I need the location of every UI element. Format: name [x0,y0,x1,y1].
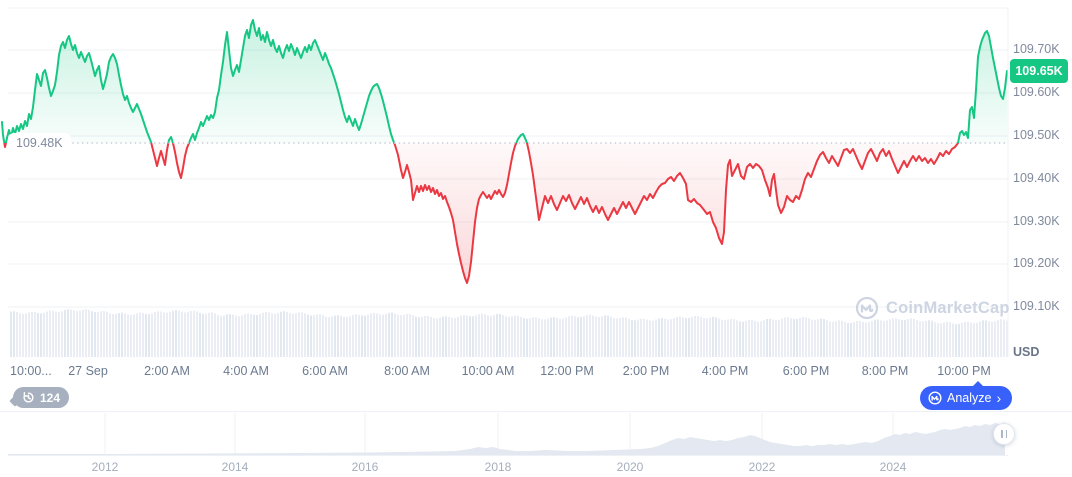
x-axis-label: 8:00 AM [384,364,430,378]
timeline-year-label: 2022 [748,460,776,474]
x-axis-label: 4:00 AM [223,364,269,378]
timeline-year-label: 2024 [879,460,907,474]
drag-handle-icon [1005,430,1007,438]
current-price-badge: 109.65K [1010,59,1068,83]
x-axis-label: 6:00 AM [302,364,348,378]
x-axis-label: 10:00 AM [461,364,515,378]
y-axis-label: 109.20K [1013,256,1060,270]
x-axis-label: 4:00 PM [701,364,749,378]
coinmarketcap-watermark: CoinMarketCap [855,296,1010,320]
coinmarketcap-logo-icon [928,391,942,405]
y-axis-label: 109.60K [1013,85,1060,99]
x-axis-label: 2:00 AM [144,364,190,378]
timeline-minimap [0,411,1072,456]
x-axis-label: 6:00 PM [782,364,830,378]
minimap-area [8,422,1005,455]
timeline-year-label: 2020 [616,460,644,474]
drag-handle-icon [1001,430,1003,438]
scrubber-handle[interactable] [993,423,1015,445]
y-axis-label: 109.10K [1013,299,1060,313]
analyze-button[interactable]: Analyze › [920,381,1013,410]
timeline-year-label: 2012 [91,460,119,474]
x-axis-label: 27 Sep [68,364,108,378]
area-above-baseline [2,20,1007,143]
x-axis-label: 10:00 PM [937,364,991,378]
volume-bars [10,309,1008,357]
area-below-baseline [2,143,1007,283]
y-axis-label: 109.40K [1013,171,1060,185]
timeline-year-label: 2016 [351,460,379,474]
currency-label: USD [1013,345,1040,359]
y-axis-label: 109.50K [1013,128,1060,142]
y-axis-label: 109.70K [1013,42,1060,56]
history-count-badge[interactable]: 124 [13,387,70,408]
coinmarketcap-logo-icon [855,296,879,320]
x-axis-label: 8:00 PM [861,364,909,378]
x-axis-label: 10:00... [10,364,52,378]
timeline-year-label: 2018 [484,460,512,474]
timeline-scrubber[interactable] [0,412,1072,456]
price-line-red [3,143,960,284]
y-axis-label: 109.30K [1013,214,1060,228]
x-axis-label: 2:00 PM [622,364,670,378]
history-count: 124 [40,390,61,405]
price-line-green [1,19,1008,143]
watermark-text: CoinMarketCap [886,298,1010,317]
analyze-label: Analyze [947,391,992,405]
x-axis-label: 12:00 PM [540,364,594,378]
timeline-year-label: 2014 [221,460,249,474]
baseline-price-label: 109.48K [8,133,71,153]
history-clock-icon [23,392,34,403]
chevron-right-icon: › [996,389,1002,406]
